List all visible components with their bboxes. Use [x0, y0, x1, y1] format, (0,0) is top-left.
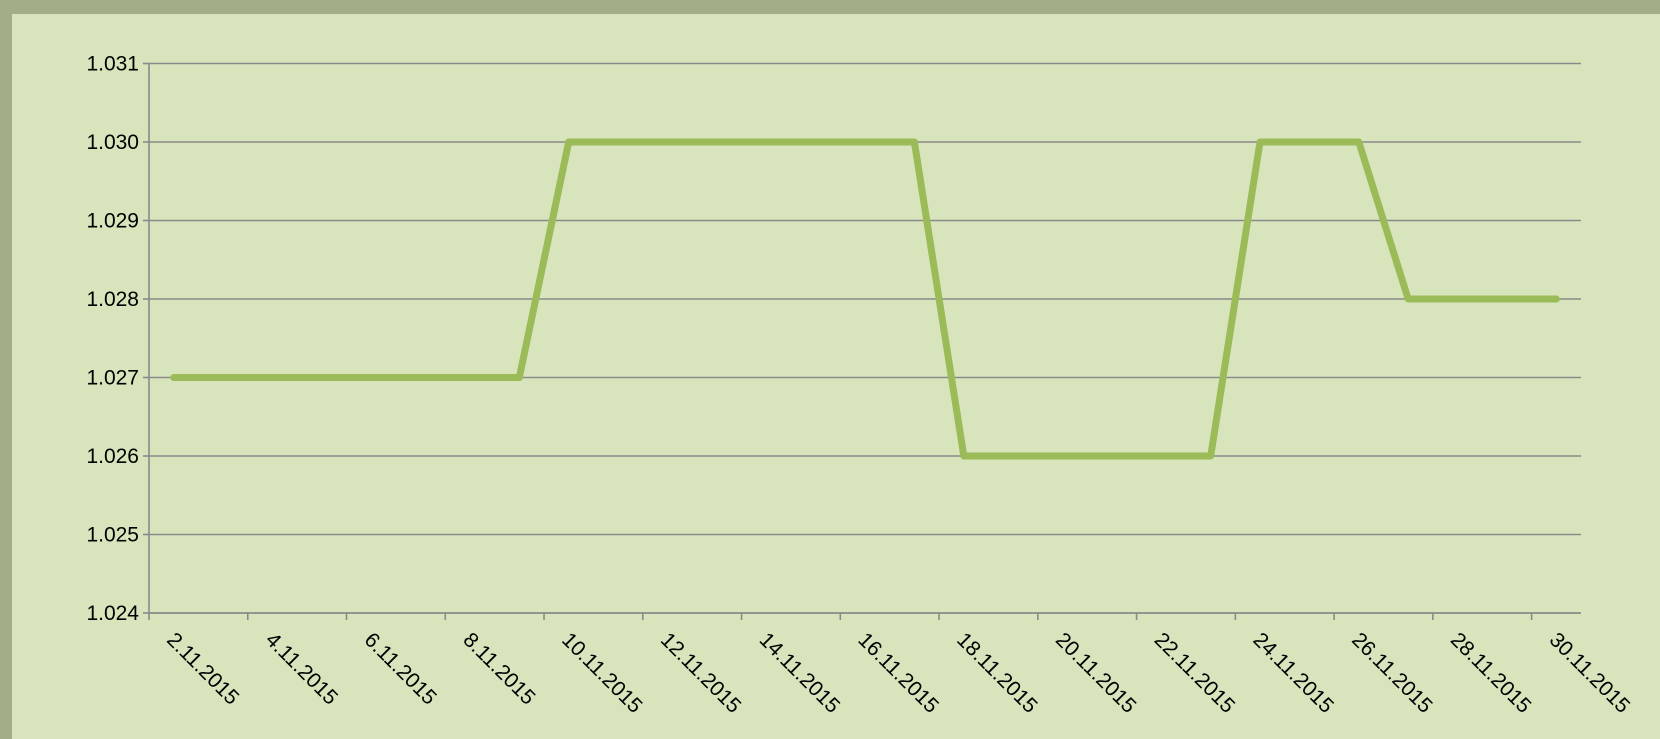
- line-series: [170, 138, 1560, 460]
- y-tick-label: 1.031: [86, 53, 139, 76]
- y-tick-label: 1.027: [86, 367, 139, 390]
- y-tick-label: 1.025: [86, 524, 139, 547]
- y-tick-label: 1.028: [86, 288, 139, 311]
- y-tick-label: 1.026: [86, 445, 139, 468]
- y-tick-label: 1.029: [86, 210, 139, 233]
- y-tick-label: 1.030: [86, 131, 139, 154]
- y-tick-label: 1.024: [86, 602, 139, 625]
